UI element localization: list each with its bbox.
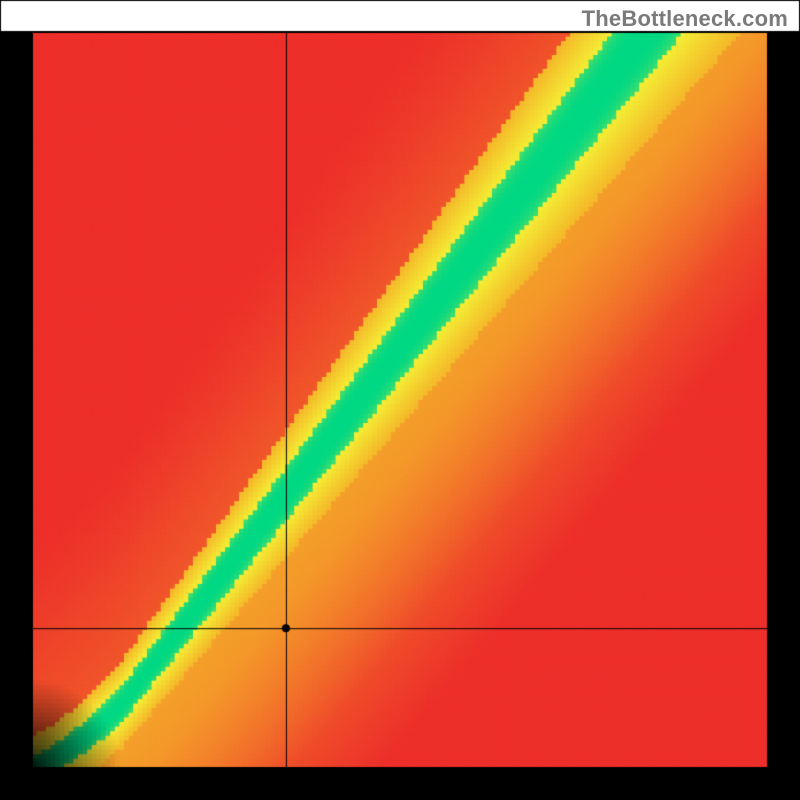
bottleneck-heatmap-canvas [0,0,800,800]
watermark-text: TheBottleneck.com [582,6,788,32]
chart-container: TheBottleneck.com [0,0,800,800]
